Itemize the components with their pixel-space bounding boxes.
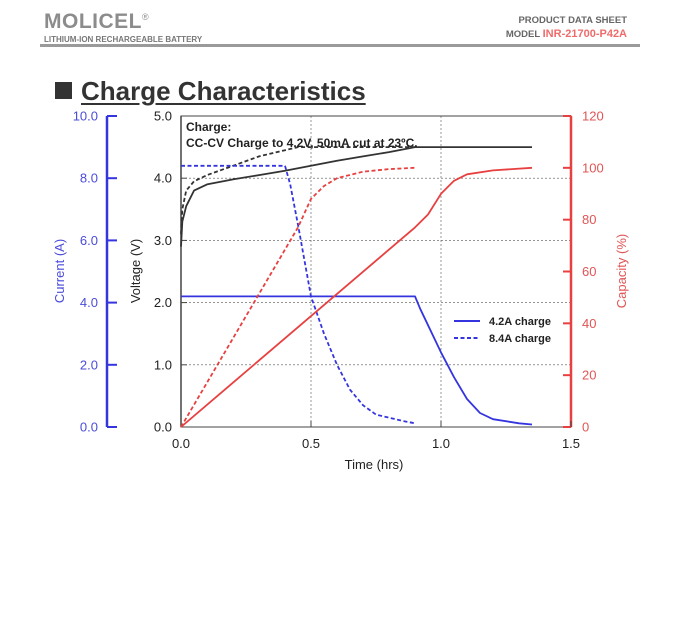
x-axis-ticks: 0.0 0.5 1.0 1.5	[172, 421, 580, 451]
capacity-tick-label: 80	[582, 212, 596, 227]
capacity-axis-ticks: 0 20 40 60 80 100 120	[563, 109, 604, 435]
legend-label: 8.4A charge	[489, 333, 551, 345]
current-tick-label: 8.0	[80, 171, 98, 186]
chart-grid	[181, 116, 571, 427]
voltage-tick-label: 4.0	[154, 171, 172, 186]
x-axis-label: Time (hrs)	[345, 457, 404, 472]
model-number: INR-21700-P42A	[542, 28, 627, 40]
voltage-tick-label: 5.0	[154, 109, 172, 124]
logo-text: MOLICEL	[44, 10, 142, 33]
voltage-dashed-series	[180, 146, 415, 235]
current-dashed-series	[181, 164, 416, 425]
current-axis-label: Current (A)	[52, 239, 67, 303]
voltage-axis-label: Voltage (V)	[128, 239, 143, 303]
x-tick-label: 0.5	[302, 436, 320, 451]
annotation-title: Charge:	[186, 120, 231, 134]
voltage-tick-label: 1.0	[154, 357, 172, 372]
current-tick-label: 6.0	[80, 233, 98, 248]
current-axis-ticks: 0.0 2.0 4.0 6.0 8.0 10.0	[73, 109, 117, 435]
voltage-tick-label: 0.0	[154, 420, 172, 435]
doc-type: PRODUCT DATA SHEET	[518, 15, 627, 26]
section-title: Charge Characteristics	[55, 76, 366, 107]
chart-legend: 4.2A charge 8.4A charge	[454, 316, 551, 345]
model-label: MODEL	[505, 29, 540, 40]
annotation-conditions: CC-CV Charge to 4.2V, 50mA cut at 23ºC.	[186, 136, 418, 150]
x-tick-label: 1.5	[562, 436, 580, 451]
voltage-tick-label: 2.0	[154, 295, 172, 310]
capacity-tick-label: 20	[582, 368, 596, 383]
capacity-tick-label: 60	[582, 264, 596, 279]
header-divider	[40, 44, 640, 47]
capacity-tick-label: 40	[582, 316, 596, 331]
chart-series	[180, 146, 533, 428]
model-line: MODEL INR-21700-P42A	[506, 28, 627, 40]
capacity-tick-label: 120	[582, 109, 604, 124]
current-tick-label: 2.0	[80, 357, 98, 372]
tagline: LITHIUM-ION RECHARGEABLE BATTERY	[44, 35, 203, 44]
voltage-tick-label: 3.0	[154, 233, 172, 248]
current-tick-label: 4.0	[80, 295, 98, 310]
capacity-tick-label: 100	[582, 160, 604, 175]
legend-label: 4.2A charge	[489, 316, 551, 328]
capacity-dashed-series	[180, 166, 416, 428]
molicel-logo: MOLICEL®	[44, 10, 149, 34]
current-solid-series	[181, 295, 533, 426]
voltage-axis-ticks: 0.0 1.0 2.0 3.0 4.0 5.0	[154, 109, 187, 435]
voltage-solid-series	[180, 146, 532, 247]
x-tick-label: 0.0	[172, 436, 190, 451]
capacity-solid-series	[180, 166, 533, 428]
capacity-tick-label: 0	[582, 420, 589, 435]
capacity-axis-label: Capacity (%)	[614, 234, 629, 308]
current-tick-label: 0.0	[80, 420, 98, 435]
section-title-text: Charge Characteristics	[81, 76, 366, 106]
current-tick-label: 10.0	[73, 109, 98, 124]
square-bullet-icon	[55, 82, 72, 99]
registered-mark: ®	[142, 12, 150, 22]
x-tick-label: 1.0	[432, 436, 450, 451]
